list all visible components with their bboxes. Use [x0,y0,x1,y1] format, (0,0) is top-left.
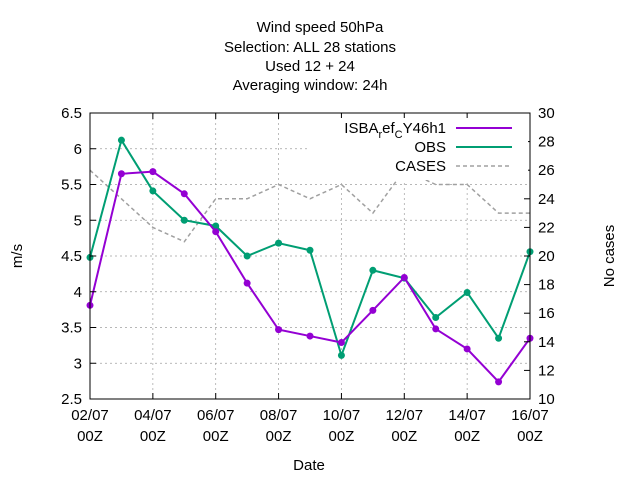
y-axis-label: m/s [9,244,26,268]
y-tick-label: 4.5 [61,248,82,265]
isba-point [275,326,283,334]
x-tick-label-time: 00Z [391,428,417,445]
y-tick-label: 4 [74,284,82,301]
y2-tick-label: 24 [538,191,555,208]
title-line-4: Averaging window: 24h [233,77,388,94]
y2-tick-label: 30 [538,105,555,122]
chart-title: Wind speed 50hPa Selection: ALL 28 stati… [224,19,396,94]
x-tick-label: 10/07 [323,407,361,424]
obs-point [212,222,220,230]
y2-tick-label: 10 [538,391,555,408]
x-axis-ticks: 02/07 00Z 04/07 00Z 06/07 00Z 08/07 00Z 10/07 00Z… [71,113,549,445]
obs-point [149,187,157,195]
y-tick-label: 6 [74,141,82,158]
obs-point [243,252,251,260]
obs-point [275,239,283,247]
isba-point [400,273,408,281]
cases-series [89,169,530,243]
x-tick-label: 08/07 [260,407,298,424]
isba-point [149,168,157,176]
obs-point [337,351,345,359]
cases-line [89,169,530,243]
y-tick-label: 6.5 [61,105,82,122]
x-tick-label-time: 00Z [328,428,354,445]
isba-series [86,168,534,386]
isba-point [180,190,188,198]
title-line-3: Used 12 + 24 [265,58,355,75]
x-tick-label: 04/07 [134,407,172,424]
isba-point [369,306,377,314]
isba-point [212,228,220,236]
x-tick-label-time: 00Z [77,428,103,445]
left-axis-ticks: 2.5 3 3.5 4 4.5 5 5.5 6 6.5 [61,105,96,408]
y2-tick-label: 18 [538,277,555,294]
y2-tick-label: 16 [538,305,555,322]
x-tick-label-time: 00Z [203,428,229,445]
x-tick-label: 02/07 [71,407,109,424]
y2-tick-label: 26 [538,162,555,179]
x-axis-label: Date [293,457,325,474]
title-line-1: Wind speed 50hPa [257,19,384,36]
isba-point [495,378,503,386]
isba-point [117,170,125,178]
obs-point [306,246,314,254]
isba-point [243,279,251,287]
obs-point [369,266,377,274]
legend-label-isba: ISBArefCY46h1 [344,120,446,141]
right-axis-ticks: 10 12 14 16 18 20 22 24 26 28 30 [524,105,555,408]
y-tick-label: 3.5 [61,320,82,337]
y2-tick-label: 28 [538,134,555,151]
legend-label-cases: CASES [395,158,446,175]
x-tick-label: 06/07 [197,407,235,424]
isba-point [337,339,345,347]
x-tick-label-time: 00Z [454,428,480,445]
obs-point [495,334,503,342]
title-line-2: Selection: ALL 28 stations [224,39,396,56]
y-tick-label: 2.5 [61,391,82,408]
legend-label-obs: OBS [414,139,446,156]
obs-point [463,288,471,296]
y2-tick-label: 22 [538,219,555,236]
x-tick-label: 12/07 [386,407,424,424]
isba-point [306,332,314,340]
x-tick-label-time: 00Z [517,428,543,445]
y-tick-label: 3 [74,355,82,372]
obs-point [180,216,188,224]
y-tick-label: 5 [74,212,82,229]
isba-point [432,325,440,333]
y2-tick-label: 12 [538,362,555,379]
isba-point [463,345,471,353]
y2-axis-label: No cases [601,225,618,288]
x-tick-label-time: 00Z [140,428,166,445]
x-tick-label-time: 00Z [266,428,292,445]
x-tick-label: 14/07 [448,407,486,424]
x-tick-label: 16/07 [511,407,549,424]
obs-point [117,136,125,144]
y-tick-label: 5.5 [61,177,82,194]
obs-point [432,313,440,321]
y2-tick-label: 20 [538,248,555,265]
y2-tick-label: 14 [538,334,555,351]
legend: ISBArefCY46h1 OBS CASES [310,118,528,180]
